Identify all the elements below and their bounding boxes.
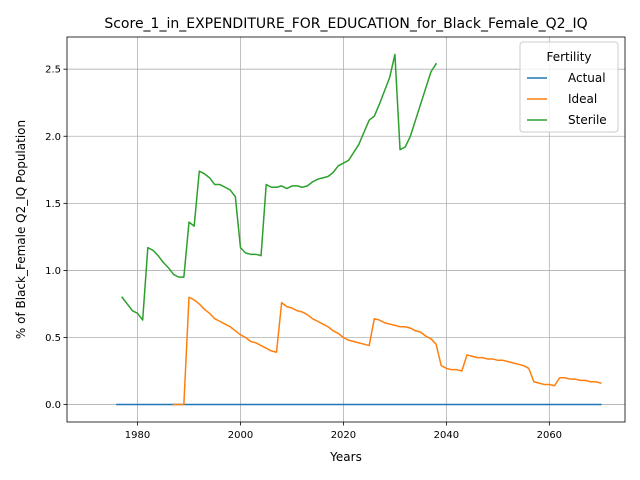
x-tick-label: 2060 [537, 430, 562, 441]
x-axis-label: Years [329, 450, 362, 464]
y-axis-ticks: 0.0 0.5 1.0 1.5 2.0 2.5 [45, 65, 67, 411]
legend-label-actual: Actual [568, 71, 606, 85]
series-line-sterile [121, 53, 438, 321]
legend: Fertility Actual Ideal Sterile [519, 41, 619, 133]
y-tick-label: 0.0 [45, 400, 61, 411]
legend-box [519, 41, 619, 133]
series-line-ideal [172, 296, 602, 406]
legend-title: Fertility [546, 50, 591, 64]
x-tick-label: 2040 [434, 430, 459, 441]
y-tick-label: 2.5 [45, 65, 61, 76]
y-axis-label: % of Black_Female Q2_IQ Population [14, 120, 28, 339]
legend-label-sterile: Sterile [568, 113, 607, 127]
x-axis-ticks: 1980 2000 2020 2040 2060 [125, 422, 562, 441]
chart-title: Score_1_in_EXPENDITURE_FOR_EDUCATION_for… [104, 16, 587, 32]
x-tick-label: 2000 [228, 430, 253, 441]
x-tick-label: 1980 [125, 430, 150, 441]
y-tick-label: 0.5 [45, 333, 61, 344]
y-tick-label: 2.0 [45, 132, 61, 143]
x-tick-label: 2020 [331, 430, 356, 441]
legend-label-ideal: Ideal [568, 92, 597, 106]
y-tick-label: 1.5 [45, 199, 61, 210]
series-lines [116, 53, 602, 406]
y-tick-label: 1.0 [45, 266, 61, 277]
plot-frame [66, 36, 626, 423]
